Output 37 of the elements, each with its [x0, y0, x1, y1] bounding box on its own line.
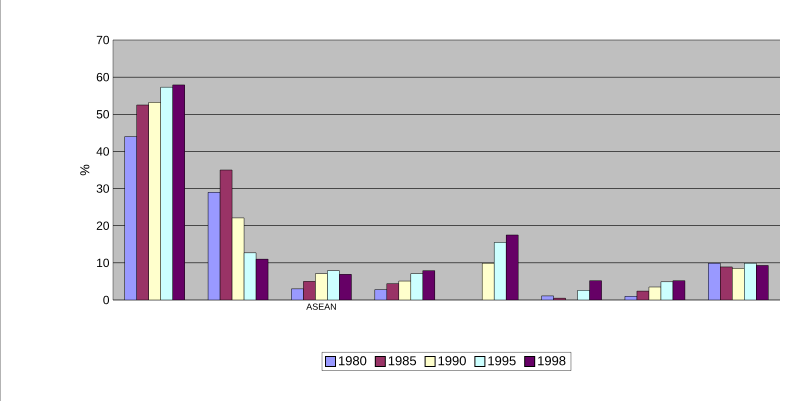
bar — [398, 280, 412, 300]
bar — [220, 170, 232, 300]
legend-label: 1980 — [338, 356, 366, 366]
bar — [482, 262, 494, 300]
legend-label: 1990 — [438, 356, 466, 366]
bar — [720, 266, 733, 300]
bar — [386, 283, 400, 300]
bar — [148, 102, 161, 300]
bar — [422, 270, 436, 300]
bar — [208, 192, 220, 300]
y-tick-label: 40 — [96, 147, 110, 156]
bar — [244, 252, 256, 300]
y-tick-label: 10 — [97, 258, 110, 268]
y-tick-label: 30 — [96, 184, 110, 193]
bar — [256, 258, 268, 300]
legend-label: 1985 — [388, 356, 416, 366]
bar — [232, 218, 244, 300]
bar — [160, 86, 173, 300]
bar — [124, 136, 137, 300]
y-tick-label: 0 — [103, 296, 110, 304]
legend-label: 1998 — [538, 356, 566, 366]
bar — [756, 265, 769, 300]
bar — [744, 262, 757, 300]
bar — [506, 234, 518, 300]
bar — [732, 268, 745, 300]
y-tick-label: 50 — [96, 110, 110, 119]
bar — [494, 242, 506, 300]
bar — [172, 84, 185, 300]
y-tick-label: 20 — [96, 221, 110, 230]
bar — [136, 104, 149, 300]
y-tick-label: 60 — [96, 72, 110, 82]
y-tick-label: 70 — [96, 36, 110, 44]
y-axis-title: % — [80, 164, 90, 176]
x-tick-label: ASEAN — [306, 304, 336, 310]
bar — [410, 273, 424, 300]
bar — [708, 262, 721, 300]
legend-label: 1995 — [488, 356, 516, 366]
